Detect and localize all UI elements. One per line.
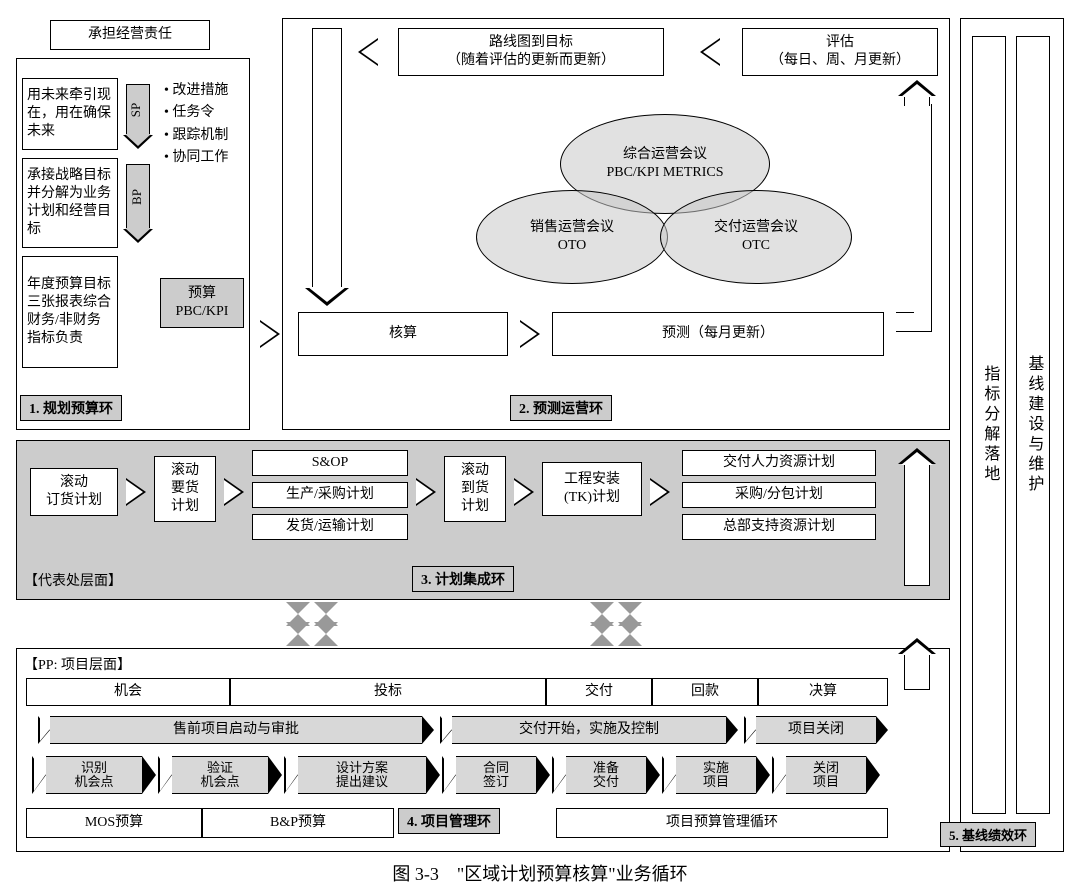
roadmap-box: 路线图到目标 （随着评估的更新而更新）: [398, 28, 664, 76]
wide-1: 售前项目启动与审批: [50, 716, 422, 744]
ring1-bullets: 改进措施 任务令 跟踪机制 协同工作: [164, 80, 228, 170]
ring5-col1: 指标分解落地: [972, 36, 1006, 814]
venn-right: 交付运营会议 OTC: [660, 190, 852, 284]
step-2: 设计方案 提出建议: [298, 756, 426, 794]
step-0: 识别 机会点: [46, 756, 142, 794]
bp-chevron: BP: [126, 164, 150, 230]
ring2-label: 2. 预测运营环: [510, 395, 612, 421]
budget-box: 预算 PBC/KPI: [160, 278, 244, 328]
r3-a1: [126, 478, 146, 506]
r3-a4: [514, 478, 534, 506]
bottom-0: MOS预算: [26, 808, 202, 838]
elbow-right-inner: [896, 312, 914, 332]
r3-b1: 滚动 订货计划: [30, 468, 118, 516]
ring1-text2: 承接战略目标并分解为业务计划和经营目标: [22, 158, 118, 248]
sp-chevron: SP: [126, 84, 150, 136]
arrow-eval-roadmap: [700, 38, 720, 66]
feedback-1: [904, 464, 930, 586]
bottom-2: 项目预算管理循环: [556, 808, 888, 838]
conn2c: [590, 622, 614, 646]
step-4: 准备 交付: [566, 756, 646, 794]
conn2d: [618, 622, 642, 646]
step-3: 合同 签订: [456, 756, 536, 794]
r3-a5: [650, 478, 670, 506]
r3-b2: 滚动 要货 计划: [154, 456, 216, 522]
ring1-text1: 用未来牵引现在，用在确保未来: [22, 78, 118, 150]
down-arrow-left: [312, 28, 342, 288]
feedback-2: [904, 654, 930, 690]
r3-b6c: 总部支持资源计划: [682, 514, 876, 540]
phase-4: 决算: [758, 678, 888, 706]
ring4-label: 4. 项目管理环: [398, 808, 500, 834]
arrow-into-roadmap: [358, 38, 378, 66]
r3-b5: 工程安装 (TK)计划: [542, 462, 642, 516]
r3-a3: [416, 478, 436, 506]
r3-b4: 滚动 到货 计划: [444, 456, 506, 522]
step-1: 验证 机会点: [172, 756, 268, 794]
phase-2: 交付: [546, 678, 652, 706]
ring3-label: 3. 计划集成环: [412, 566, 514, 592]
ring1-label: 1. 规划预算环: [20, 395, 122, 421]
figure-caption: 图 3-3 "区域计划预算核算"业务循环: [0, 860, 1080, 886]
arrow-budget-check: [260, 320, 280, 348]
ring5-col2: 基线建设与维护: [1016, 36, 1050, 814]
phase-1: 投标: [230, 678, 546, 706]
phase-0: 机会: [26, 678, 230, 706]
conn1c: [286, 622, 310, 646]
ring3-layer: 【代表处层面】: [24, 570, 122, 590]
conn1d: [314, 622, 338, 646]
ring1-title: 承担经营责任: [50, 20, 210, 50]
venn-left: 销售运营会议 OTO: [476, 190, 668, 284]
step-5: 实施 项目: [676, 756, 756, 794]
elbow-right: [896, 104, 932, 332]
check-box: 核算: [298, 312, 508, 356]
ring4-layer: 【PP: 项目层面】: [24, 654, 131, 674]
wide-3: 项目关闭: [756, 716, 876, 744]
r3-b3b: 生产/采购计划: [252, 482, 408, 508]
phase-3: 回款: [652, 678, 758, 706]
r3-a2: [224, 478, 244, 506]
bottom-1: B&P预算: [202, 808, 394, 838]
step-6: 关闭 项目: [786, 756, 866, 794]
ring5-label: 5. 基线绩效环: [940, 822, 1036, 847]
r3-b6b: 采购/分包计划: [682, 482, 876, 508]
ring1-text3: 年度预算目标三张报表综合财务/非财务指标负责: [22, 256, 118, 368]
arrow-check-forecast: [520, 320, 540, 348]
wide-2: 交付开始，实施及控制: [452, 716, 726, 744]
r3-b6a: 交付人力资源计划: [682, 450, 876, 476]
r3-b3c: 发货/运输计划: [252, 514, 408, 540]
evaluate-box: 评估 （每日、周、月更新）: [742, 28, 938, 76]
up-to-evaluate: [904, 96, 930, 106]
forecast-box: 预测（每月更新）: [552, 312, 884, 356]
r3-b3a: S&OP: [252, 450, 408, 476]
